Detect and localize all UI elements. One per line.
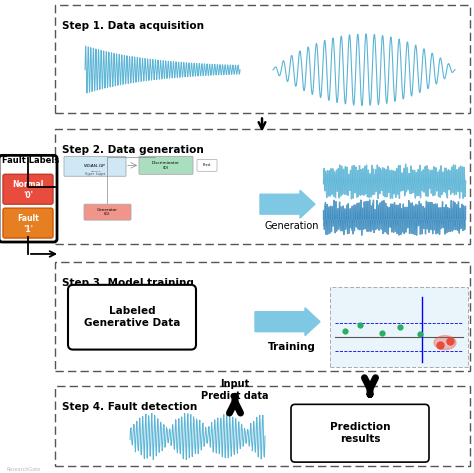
Text: Fault
'1': Fault '1' bbox=[17, 214, 39, 234]
FancyBboxPatch shape bbox=[84, 204, 131, 220]
Text: ResearchGate: ResearchGate bbox=[6, 467, 40, 472]
Point bbox=[396, 323, 404, 331]
Text: WGAN-GP: WGAN-GP bbox=[84, 164, 106, 168]
Bar bbox=[55, 262, 470, 371]
Text: Step 2. Data generation: Step 2. Data generation bbox=[62, 145, 204, 156]
FancyArrow shape bbox=[255, 308, 320, 336]
Point bbox=[356, 321, 364, 328]
FancyBboxPatch shape bbox=[68, 285, 196, 350]
Point bbox=[436, 341, 444, 349]
Text: Pred.: Pred. bbox=[202, 163, 211, 167]
Text: ─────: ───── bbox=[90, 170, 100, 174]
Bar bbox=[55, 386, 470, 466]
Text: Hyper  kappa: Hyper kappa bbox=[85, 172, 105, 176]
Bar bbox=[55, 5, 470, 113]
Point bbox=[341, 327, 349, 334]
Text: Generation: Generation bbox=[265, 221, 319, 231]
Text: Input
Predict data: Input Predict data bbox=[201, 379, 269, 401]
Text: Normal
'0': Normal '0' bbox=[12, 180, 44, 200]
FancyBboxPatch shape bbox=[291, 404, 429, 462]
Ellipse shape bbox=[434, 336, 456, 350]
FancyBboxPatch shape bbox=[0, 155, 57, 242]
FancyBboxPatch shape bbox=[3, 174, 53, 204]
Point bbox=[446, 337, 454, 344]
Text: Step 3. Model training: Step 3. Model training bbox=[62, 278, 194, 288]
Text: Step 1. Data acquisition: Step 1. Data acquisition bbox=[62, 21, 204, 31]
Text: Prediction
results: Prediction results bbox=[330, 422, 390, 444]
FancyBboxPatch shape bbox=[197, 159, 217, 171]
Text: Step 4. Fault detection: Step 4. Fault detection bbox=[62, 403, 197, 412]
Bar bbox=[330, 287, 468, 367]
FancyBboxPatch shape bbox=[3, 208, 53, 238]
Text: Training: Training bbox=[268, 342, 316, 351]
Text: Discriminator
(D): Discriminator (D) bbox=[152, 161, 180, 170]
Text: Fault Labels: Fault Labels bbox=[2, 157, 59, 166]
Text: Generator
(G): Generator (G) bbox=[97, 208, 118, 217]
FancyBboxPatch shape bbox=[64, 157, 126, 176]
Bar bbox=[55, 130, 470, 244]
FancyBboxPatch shape bbox=[139, 157, 193, 174]
Point bbox=[378, 329, 386, 336]
FancyArrow shape bbox=[260, 190, 315, 218]
Text: Labeled
Generative Data: Labeled Generative Data bbox=[84, 306, 180, 327]
Point bbox=[416, 330, 424, 337]
